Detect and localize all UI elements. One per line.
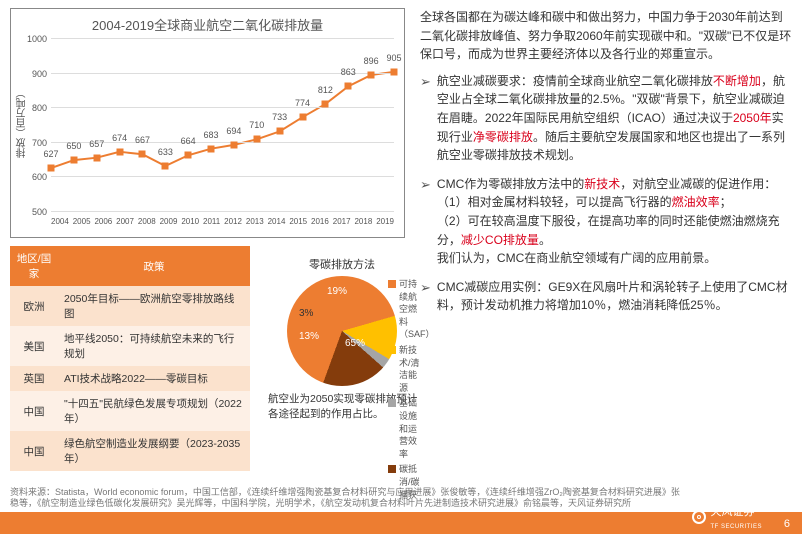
right-text-column: 全球各国都在为碳达峰和碳中和做出努力，中国力争于2030年前达到二氧化碳排放峰值… [420,8,792,325]
pie-chart: 65%13%3%19% [287,276,397,386]
bullet-arrow-icon: ➢ [420,278,431,315]
bullet-aviation-demand: ➢ 航空业减碳要求：疫情前全球商业航空二氧化碳排放不断增加，航空业占全球二氧化碳… [420,72,792,165]
bullet-arrow-icon: ➢ [420,175,431,268]
table-row: 欧洲2050年目标——欧洲航空零排放路线图 [10,286,250,326]
logo-icon [692,510,706,524]
intro-paragraph: 全球各国都在为碳达峰和碳中和做出努力，中国力争于2030年前达到二氧化碳排放峰值… [420,8,792,64]
bullet-cmc-tech: ➢ CMC作为零碳排放方法中的新技术，对航空业减碳的促进作用： （1）相对金属材… [420,175,792,268]
table-header-region: 地区/国家 [10,246,58,286]
table-row: 中国绿色航空制造业发展纲要（2023-2035年） [10,431,250,471]
chart-x-ticks: 2004200520062007200820092010201120122013… [51,217,394,231]
chart-title: 2004-2019全球商业航空二氧化碳排放量 [11,9,404,34]
table-header-policy: 政策 [58,246,250,286]
footer-bar [0,512,802,534]
table-row: 中国"十四五"民航绿色发展专项规划（2022年） [10,391,250,431]
bullet-arrow-icon: ➢ [420,72,431,165]
pie-legend-item: 基础设施和运营效率 [388,397,425,460]
policy-table: 地区/国家 政策 欧洲2050年目标——欧洲航空零排放路线图美国地平线2050：… [10,246,250,471]
page-number: 6 [784,518,790,530]
table-row: 英国ATI技术战略2022——零碳目标 [10,366,250,391]
footer-logo: 天风证券 TF SECURITIES [692,503,762,531]
pie-title: 零碳排放方法 [268,256,416,272]
table-row: 美国地平线2050：可持续航空未来的飞行规划 [10,326,250,366]
slide-footer: 资料来源：Statista，World economic forum，中国工信部… [0,498,802,534]
chart-y-label: 排放（百万吨） [15,88,30,158]
pie-legend-item: 新技术/清洁能源 [388,344,425,394]
bullet-cmc-example: ➢ CMC减碳应用实例：GE9X在风扇叶片和涡轮转子上使用了CMC材料，预计发动… [420,278,792,315]
co2-emissions-chart: 2004-2019全球商业航空二氧化碳排放量 排放（百万吨） 500600700… [10,8,405,238]
chart-y-ticks: 5006007008009001000 [29,39,49,212]
footer-source: 资料来源：Statista，World economic forum，中国工信部… [10,487,682,510]
chart-plot-area: 6276506576746676336646836947107337748128… [51,39,394,212]
